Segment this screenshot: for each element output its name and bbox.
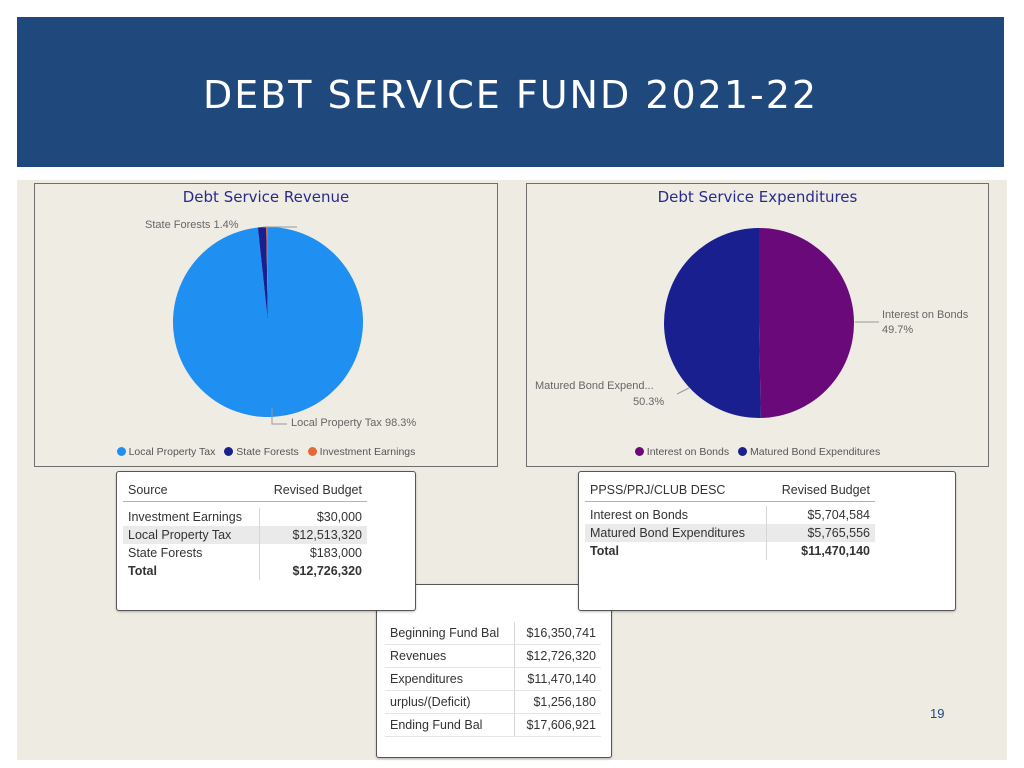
table-row: Revenues $12,726,320 [385, 644, 601, 668]
expenditure-pie-svg [664, 228, 879, 418]
revenue-pie-slices [173, 227, 364, 417]
revenue-legend: Local Property Tax State Forests Investm… [35, 446, 497, 458]
column-header-source[interactable]: Source [123, 483, 260, 502]
state-forests-data-label: State Forests 1.4% [145, 219, 239, 231]
slide-title: DEBT SERVICE FUND 2021-22 [202, 73, 819, 117]
pie-slice-interest-on-bonds[interactable] [759, 228, 855, 418]
column-header-revised-budget[interactable]: Revised Budget [259, 483, 367, 502]
fund-balance-card: Beginning Fund Bal $16,350,741 Revenues $1… [376, 584, 612, 758]
table-row: Ending Fund Bal $17,606,921 [385, 713, 601, 737]
expenditure-pie-slices [664, 228, 855, 418]
column-header-revised-budget[interactable]: Revised Budget [766, 483, 875, 502]
legend-item-interest-on-bonds[interactable]: Interest on Bonds [634, 446, 729, 458]
expenditure-legend: Interest on Bonds Matured Bond Expenditu… [527, 446, 988, 458]
table-row: Local Property Tax $12,513,320 [123, 525, 367, 544]
expenditure-chart-title: Debt Service Expenditures [657, 188, 858, 206]
expenditure-table-card: PPSS/PRJ/CLUB DESC Revised Budget Intere… [578, 471, 956, 611]
matured-data-label-pct: 50.3% [633, 396, 665, 408]
expenditure-table: PPSS/PRJ/CLUB DESC Revised Budget Intere… [585, 483, 875, 560]
title-banner: DEBT SERVICE FUND 2021-22 [17, 17, 1004, 167]
pie-slice-state-forests[interactable] [257, 227, 268, 322]
revenue-pie-svg [173, 226, 364, 425]
revenue-chart-panel: Debt Service Revenue State Forests 1.4% … [34, 183, 498, 467]
table-header-row: Source Revised Budget [123, 483, 367, 502]
table-row: Matured Bond Expenditures $5,765,556 [585, 524, 875, 542]
fund-balance-table: Beginning Fund Bal $16,350,741 Revenues $1… [385, 622, 601, 737]
legend-item-state-forests[interactable]: State Forests [224, 446, 299, 458]
expenditure-chart-panel: Debt Service Expenditures Interest on Bo… [526, 183, 989, 467]
table-row: Investment Earnings $30,000 [123, 507, 367, 526]
local-property-tax-data-label: Local Property Tax 98.3% [291, 417, 417, 429]
revenue-table: Source Revised Budget Investment Earning… [123, 483, 367, 580]
legend-item-matured-bond-expenditures[interactable]: Matured Bond Expenditures [738, 446, 880, 458]
revenue-table-card: Source Revised Budget Investment Earning… [116, 471, 416, 611]
page-number: 19 [930, 706, 945, 721]
legend-item-local-property-tax[interactable]: Local Property Tax [116, 446, 215, 458]
table-row: Beginning Fund Bal $16,350,741 [385, 622, 601, 645]
revenue-chart-title: Debt Service Revenue [182, 188, 350, 206]
pie-slice-investment-earnings[interactable] [266, 227, 268, 322]
pie-slice-matured-bond-expenditures[interactable] [664, 228, 761, 418]
matured-data-label-name: Matured Bond Expend... [535, 380, 654, 392]
table-header-row: PPSS/PRJ/CLUB DESC Revised Budget [585, 483, 875, 502]
table-row: urplus/(Deficit) $1,256,180 [385, 690, 601, 714]
interest-data-label-pct: 49.7% [882, 324, 914, 336]
column-header-desc[interactable]: PPSS/PRJ/CLUB DESC [585, 483, 767, 502]
table-row: State Forests $183,000 [123, 543, 367, 562]
local-property-tax-leader-line [271, 408, 287, 425]
table-total-row: Total $12,726,320 [123, 561, 367, 580]
matured-leader-line [676, 387, 690, 395]
interest-data-label-name: Interest on Bonds [882, 309, 969, 321]
table-row: Expenditures $11,470,140 [385, 667, 601, 691]
pie-slice-local-property-tax[interactable] [173, 227, 364, 417]
table-row: Interest on Bonds $5,704,584 [585, 506, 875, 524]
legend-item-investment-earnings[interactable]: Investment Earnings [307, 446, 415, 458]
table-total-row: Total $11,470,140 [585, 542, 875, 560]
